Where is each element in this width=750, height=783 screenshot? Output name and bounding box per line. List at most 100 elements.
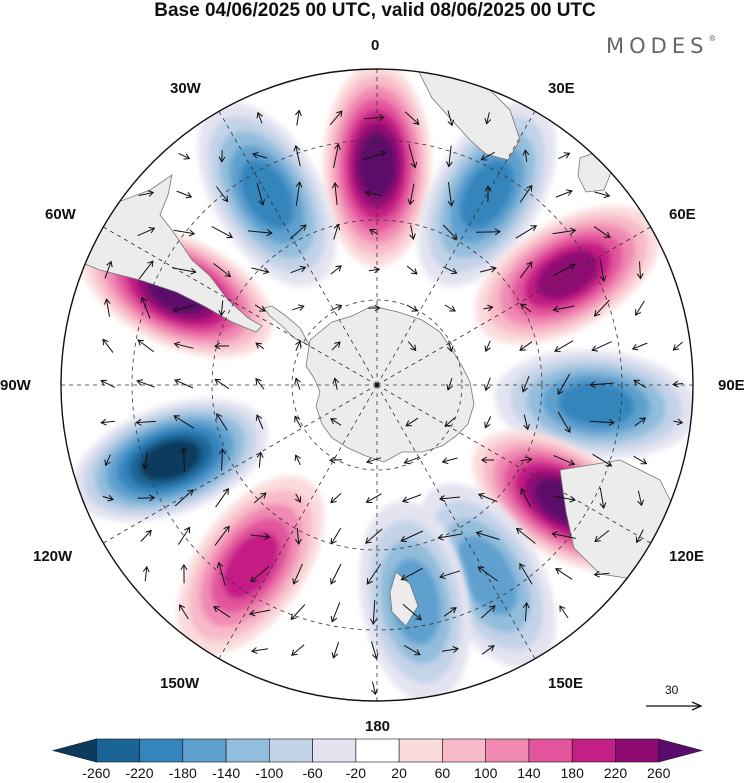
wind-arrow xyxy=(446,377,453,391)
wind-arrow xyxy=(515,225,538,239)
wind-arrow xyxy=(515,527,536,544)
wind-vectors xyxy=(100,109,684,696)
wind-arrow xyxy=(330,527,342,545)
wind-arrow xyxy=(218,448,226,471)
wind-arrow xyxy=(215,487,229,508)
wind-arrow xyxy=(400,567,423,581)
wind-arrow xyxy=(179,604,189,620)
wind-arrow xyxy=(559,605,569,619)
wind-arrow xyxy=(483,304,494,312)
wind-arrow xyxy=(442,224,458,240)
wind-arrow xyxy=(593,226,611,238)
colorbar xyxy=(51,738,704,763)
colorbar-swatch xyxy=(398,738,443,763)
wind-arrow xyxy=(594,191,611,199)
wind-arrow xyxy=(366,563,382,585)
wind-arrow xyxy=(368,266,381,274)
wind-arrow xyxy=(553,455,576,466)
wind-arrow xyxy=(255,414,264,430)
wind-arrow xyxy=(520,456,533,464)
wind-arrow xyxy=(592,453,613,467)
colorbar-swatch xyxy=(96,738,140,763)
wind-arrow xyxy=(519,261,533,279)
antarctica-landmass xyxy=(305,305,475,463)
wind-arrow xyxy=(330,304,343,312)
wind-arrow xyxy=(406,265,418,275)
colorbar-tick-label: 220 xyxy=(603,765,628,781)
wind-arrow xyxy=(371,681,378,696)
wind-arrow xyxy=(475,530,500,540)
wind-arrow xyxy=(519,184,533,203)
colorbar-tick-label: 60 xyxy=(434,765,451,781)
colorbar-tick-label: -260 xyxy=(82,765,111,781)
label-lon-120e: 120E xyxy=(669,548,705,565)
wind-arrow xyxy=(253,492,267,504)
wind-arrow xyxy=(444,304,456,312)
wind-arrow xyxy=(365,457,382,465)
wind-arrow xyxy=(406,304,419,312)
label-lon-60w: 60W xyxy=(45,206,76,223)
map-boundary xyxy=(60,68,694,702)
wind-arrow xyxy=(634,417,647,427)
wind-arrow xyxy=(484,340,491,353)
wind-arrow xyxy=(484,112,492,125)
colorbar-swatch xyxy=(51,738,97,763)
wind-arrow xyxy=(407,341,417,352)
wind-arrow xyxy=(137,227,156,237)
wind-arrow xyxy=(447,182,455,207)
colorbar-swatch xyxy=(442,738,486,763)
wind-arrow xyxy=(520,303,532,313)
wind-arrow xyxy=(142,565,150,582)
contour-level xyxy=(558,382,635,427)
south-pole-marker xyxy=(374,382,380,388)
modes-logo: MODES® xyxy=(606,34,716,58)
wind-arrow xyxy=(172,267,197,275)
colorbar-swatch xyxy=(528,738,573,763)
wind-arrow xyxy=(329,456,343,464)
wind-arrow xyxy=(480,605,496,619)
wind-arrow xyxy=(180,563,188,584)
wind-arrow xyxy=(438,495,461,502)
colorbar-tick-label: -140 xyxy=(212,765,241,781)
colorbar-tick-label: -60 xyxy=(302,765,323,781)
wind-arrow xyxy=(330,265,342,275)
wind-arrow xyxy=(403,644,421,656)
graticule xyxy=(61,69,693,701)
wind-arrow xyxy=(295,109,302,126)
wind-arrow xyxy=(594,530,610,543)
wind-arrow xyxy=(401,494,422,503)
wind-arrow xyxy=(589,381,614,388)
wind-arrow xyxy=(365,493,382,503)
wind-arrow xyxy=(365,528,383,544)
wind-arrow xyxy=(552,227,577,235)
label-lon-90e: 90E xyxy=(718,377,745,394)
wind-arrow xyxy=(102,494,115,502)
wind-arrow xyxy=(177,526,191,545)
brand-name: MODES xyxy=(606,34,709,58)
wind-arrow xyxy=(439,570,461,579)
wind-arrow xyxy=(173,341,194,349)
wind-arrow xyxy=(402,603,422,621)
wind-arrow xyxy=(294,377,301,390)
colorbar-swatch xyxy=(182,738,227,763)
wind-arrow xyxy=(558,152,571,160)
wind-arrow xyxy=(672,341,683,351)
colorbar-tick-label: 20 xyxy=(391,765,407,781)
new-zealand-landmass xyxy=(389,571,419,627)
label-lon-90w: 90W xyxy=(0,377,31,394)
colorbar-swatch xyxy=(268,738,313,763)
wind-arrow xyxy=(480,456,495,464)
latitude-circle xyxy=(291,299,463,471)
wind-arrow xyxy=(255,342,265,350)
wind-arrow xyxy=(446,340,454,353)
wind-arrow xyxy=(673,418,684,426)
wind-arrow xyxy=(136,379,155,388)
wind-arrow xyxy=(633,379,647,389)
wind-arrow xyxy=(138,260,154,280)
wind-arrow xyxy=(292,563,303,585)
wind-arrow xyxy=(635,300,645,316)
colorbar-swatch xyxy=(571,738,616,763)
wind-arrow xyxy=(484,377,491,392)
wind-arrow xyxy=(292,304,305,311)
latitude-circle xyxy=(211,219,543,551)
